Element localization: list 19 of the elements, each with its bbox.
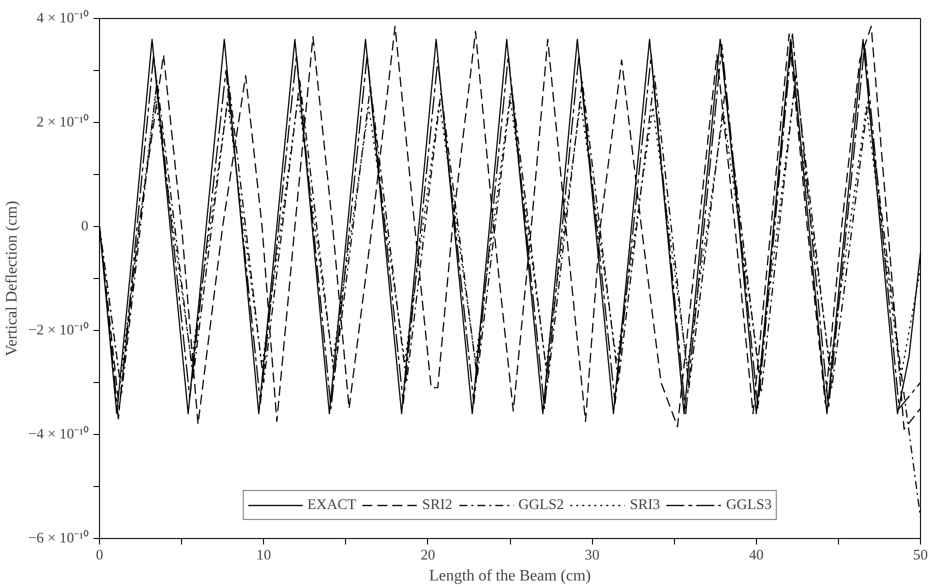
- legend-label: EXACT: [307, 496, 356, 514]
- legend-label: GGLS2: [518, 496, 564, 514]
- legend-label: GGLS3: [726, 496, 772, 514]
- x-tick-label: 40: [748, 548, 764, 564]
- x-axis-title: Length of the Beam (cm): [429, 568, 591, 584]
- y-tick-label: 4 × 10⁻¹⁰: [36, 10, 89, 26]
- y-tick-label: −2 × 10⁻¹⁰: [28, 322, 89, 338]
- x-tick-label: 30: [584, 548, 600, 564]
- legend-label: SRI2: [422, 496, 452, 514]
- y-tick-label: −4 × 10⁻¹⁰: [28, 426, 89, 442]
- y-axis-title: Vertical Deflection (cm): [3, 200, 20, 356]
- y-tick-label: −6 × 10⁻¹⁰: [28, 530, 89, 546]
- x-tick-label: 20: [420, 548, 436, 564]
- x-tick-label: 0: [96, 548, 104, 564]
- legend-label: SRI3: [630, 496, 660, 514]
- y-tick-label: 2 × 10⁻¹⁰: [36, 114, 89, 130]
- x-tick-label: 50: [913, 548, 928, 564]
- x-tick-label: 10: [256, 548, 272, 564]
- y-tick-label: 0: [81, 218, 88, 234]
